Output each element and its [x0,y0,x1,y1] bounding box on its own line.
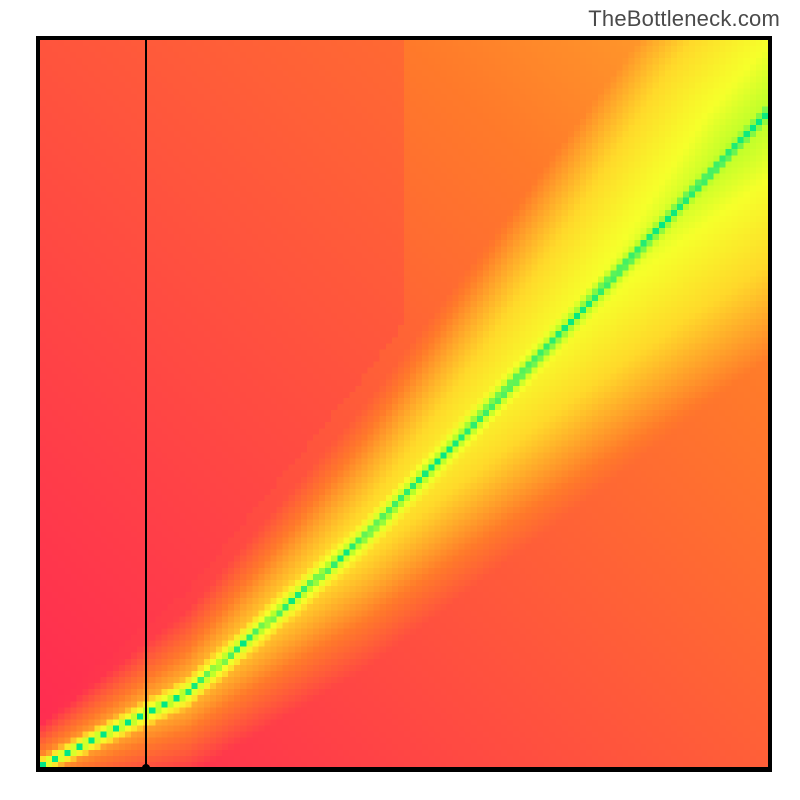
bottleneck-heatmap [40,40,768,768]
marker-dot [142,764,150,772]
watermark-text: TheBottleneck.com [588,6,780,32]
x-marker-vertical-tick [145,40,147,768]
